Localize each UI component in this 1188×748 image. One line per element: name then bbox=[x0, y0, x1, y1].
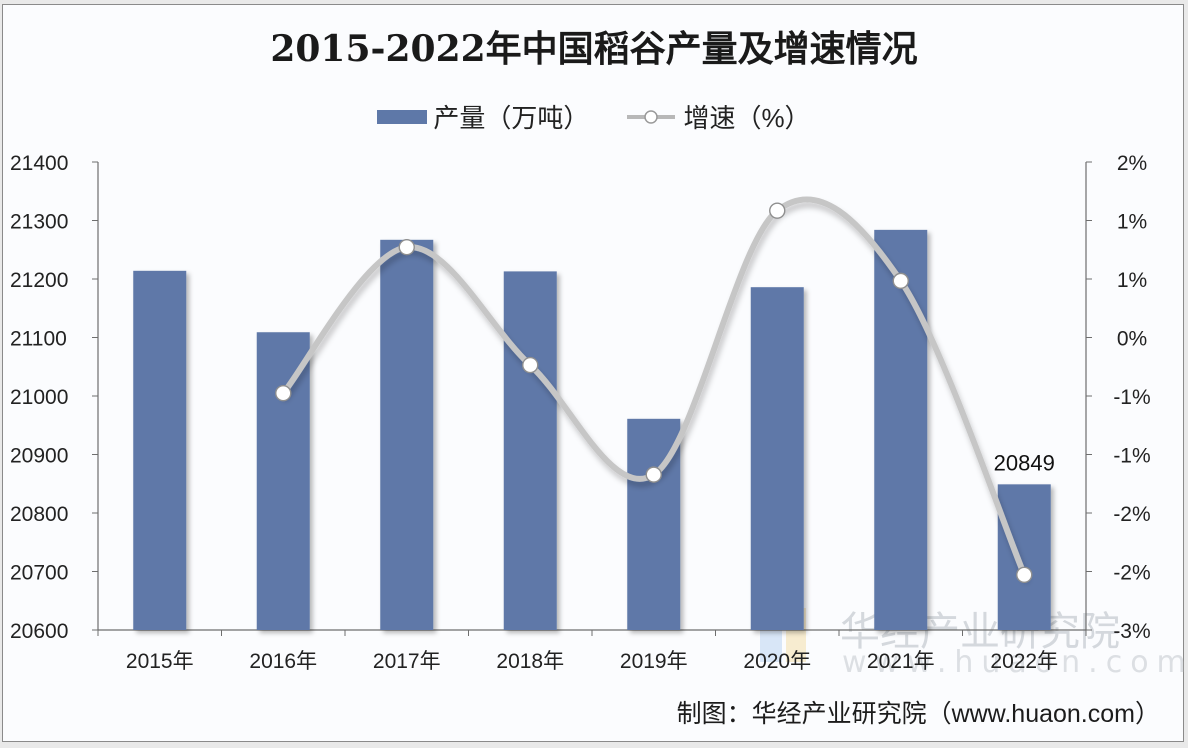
line-marker bbox=[892, 272, 909, 290]
source-credit: 制图：华经产业研究院（www.huaon.com） bbox=[676, 700, 1160, 728]
left-axis-tick: 20700 bbox=[10, 562, 68, 585]
bar bbox=[256, 332, 310, 630]
category-label: 2020年 bbox=[743, 650, 811, 673]
left-axis-tick: 20900 bbox=[10, 445, 68, 468]
right-axis-tick: -1% bbox=[1113, 445, 1150, 468]
legend-label-production: 产量（万吨） bbox=[433, 103, 590, 133]
right-axis-tick: 1% bbox=[1117, 269, 1147, 292]
bar bbox=[750, 287, 804, 630]
left-axis-tick: 20600 bbox=[10, 620, 68, 643]
line-marker-swatch-icon bbox=[627, 109, 676, 124]
bar bbox=[503, 271, 557, 630]
bar bbox=[133, 270, 187, 630]
svg-text:www.huaon.com: www.huaon.com bbox=[842, 645, 1188, 680]
bar bbox=[874, 229, 928, 631]
left-axis-tick: 21400 bbox=[10, 152, 68, 175]
left-axis-tick: 21300 bbox=[10, 211, 68, 234]
line-marker bbox=[769, 202, 786, 219]
line-marker bbox=[398, 238, 415, 256]
category-label: 2019年 bbox=[620, 650, 688, 673]
right-axis-tick: 2% bbox=[1117, 152, 1147, 175]
category-label: 2018年 bbox=[496, 650, 564, 673]
line-marker bbox=[1016, 566, 1033, 583]
chart-frame bbox=[2, 4, 1184, 742]
left-axis-tick: 20800 bbox=[10, 503, 68, 526]
right-axis-tick: -2% bbox=[1113, 562, 1150, 585]
legend-item-production: 产量（万吨） bbox=[377, 98, 589, 135]
right-axis-tick: -2% bbox=[1113, 503, 1150, 526]
legend-label-growth: 增速（%） bbox=[683, 103, 811, 133]
category-label: 2021年 bbox=[867, 650, 935, 673]
axis-labels: 21400 21300 21200 21100 21000 20900 20800 20700… bbox=[10, 152, 1151, 673]
left-axis-tick: 21200 bbox=[10, 269, 68, 292]
right-axis-tick: -3% bbox=[1113, 620, 1150, 643]
bar-data-label: 20849 bbox=[994, 450, 1055, 475]
bar-swatch-icon bbox=[377, 109, 428, 124]
category-label: 2022年 bbox=[990, 650, 1058, 673]
category-label: 2015年 bbox=[126, 650, 194, 673]
line-marker bbox=[645, 466, 662, 483]
right-axis-tick: 1% bbox=[1117, 211, 1147, 234]
left-axis-tick: 21100 bbox=[10, 328, 67, 351]
axes bbox=[92, 161, 1092, 636]
right-axis-tick: -1% bbox=[1113, 386, 1150, 409]
line-marker bbox=[275, 384, 292, 402]
legend: 产量（万吨） 增速（%） bbox=[0, 98, 1188, 135]
bar-series bbox=[133, 229, 1051, 631]
bar bbox=[997, 484, 1051, 630]
bar bbox=[380, 239, 434, 630]
legend-item-growth: 增速（%） bbox=[625, 98, 811, 135]
chart-title: 2015-2022年中国稻谷产量及增速情况 bbox=[270, 28, 918, 70]
left-axis-tick: 21000 bbox=[10, 386, 68, 409]
line-series bbox=[275, 196, 1033, 583]
category-label: 2016年 bbox=[249, 650, 317, 673]
category-label: 2017年 bbox=[373, 650, 441, 673]
right-axis-tick: 0% bbox=[1117, 328, 1147, 351]
line-marker bbox=[522, 356, 539, 374]
